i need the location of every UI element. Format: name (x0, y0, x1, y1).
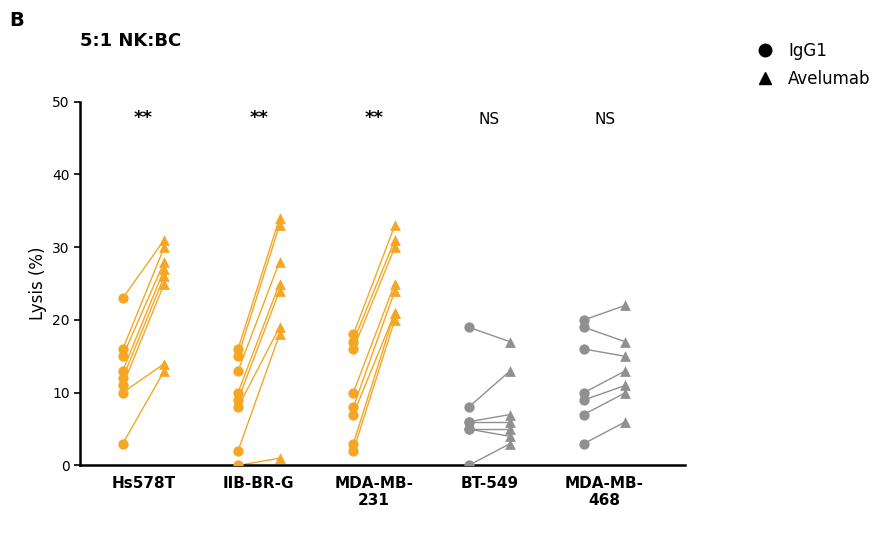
Point (388, 243, 402, 251)
Point (503, 439, 517, 448)
Point (158, 360, 172, 368)
Point (461, 425, 475, 433)
Point (158, 243, 172, 251)
Point (158, 272, 172, 280)
Point (461, 417, 475, 426)
Point (619, 417, 633, 426)
Point (388, 308, 402, 317)
Text: NS: NS (479, 112, 500, 127)
Point (388, 279, 402, 288)
Point (231, 461, 245, 470)
Text: **: ** (249, 109, 268, 127)
Point (503, 366, 517, 375)
Point (346, 388, 360, 397)
Point (116, 345, 130, 353)
Point (388, 221, 402, 230)
Point (577, 396, 591, 404)
Point (116, 388, 130, 397)
Point (346, 345, 360, 353)
Point (346, 338, 360, 346)
Point (272, 330, 287, 339)
Point (346, 330, 360, 339)
Point (272, 221, 287, 230)
Point (346, 447, 360, 455)
Point (461, 417, 475, 426)
Point (461, 461, 475, 470)
Point (116, 374, 130, 383)
Point (503, 425, 517, 433)
Point (272, 257, 287, 266)
Y-axis label: Lysis (%): Lysis (%) (28, 247, 46, 320)
Point (619, 388, 633, 397)
Point (388, 287, 402, 295)
Point (619, 381, 633, 389)
Point (272, 454, 287, 462)
Point (116, 439, 130, 448)
Text: 5:1 NK:BC: 5:1 NK:BC (80, 32, 182, 50)
Point (346, 403, 360, 411)
Point (577, 439, 591, 448)
Point (158, 265, 172, 273)
Point (272, 214, 287, 223)
Point (346, 410, 360, 419)
Point (346, 439, 360, 448)
Point (577, 323, 591, 332)
Point (231, 366, 245, 375)
Point (158, 257, 172, 266)
Point (503, 432, 517, 441)
Point (388, 308, 402, 317)
Point (577, 316, 591, 324)
Point (461, 323, 475, 332)
Point (577, 388, 591, 397)
Point (388, 235, 402, 244)
Point (158, 366, 172, 375)
Point (158, 279, 172, 288)
Point (619, 366, 633, 375)
Point (577, 345, 591, 353)
Text: **: ** (365, 109, 384, 127)
Point (619, 338, 633, 346)
Point (503, 338, 517, 346)
Point (231, 403, 245, 411)
Text: NS: NS (594, 112, 615, 127)
Point (461, 425, 475, 433)
Point (503, 410, 517, 419)
Point (272, 279, 287, 288)
Point (619, 352, 633, 361)
Text: **: ** (134, 109, 153, 127)
Point (231, 352, 245, 361)
Point (116, 294, 130, 302)
Point (231, 396, 245, 404)
Point (231, 388, 245, 397)
Point (116, 352, 130, 361)
Point (619, 301, 633, 310)
Point (158, 235, 172, 244)
Point (116, 366, 130, 375)
Point (272, 287, 287, 295)
Text: B: B (9, 11, 24, 30)
Point (577, 410, 591, 419)
Point (272, 323, 287, 332)
Point (231, 447, 245, 455)
Point (388, 316, 402, 324)
Point (116, 381, 130, 389)
Legend: IgG1, Avelumab: IgG1, Avelumab (741, 35, 878, 94)
Point (461, 403, 475, 411)
Point (503, 417, 517, 426)
Point (231, 345, 245, 353)
